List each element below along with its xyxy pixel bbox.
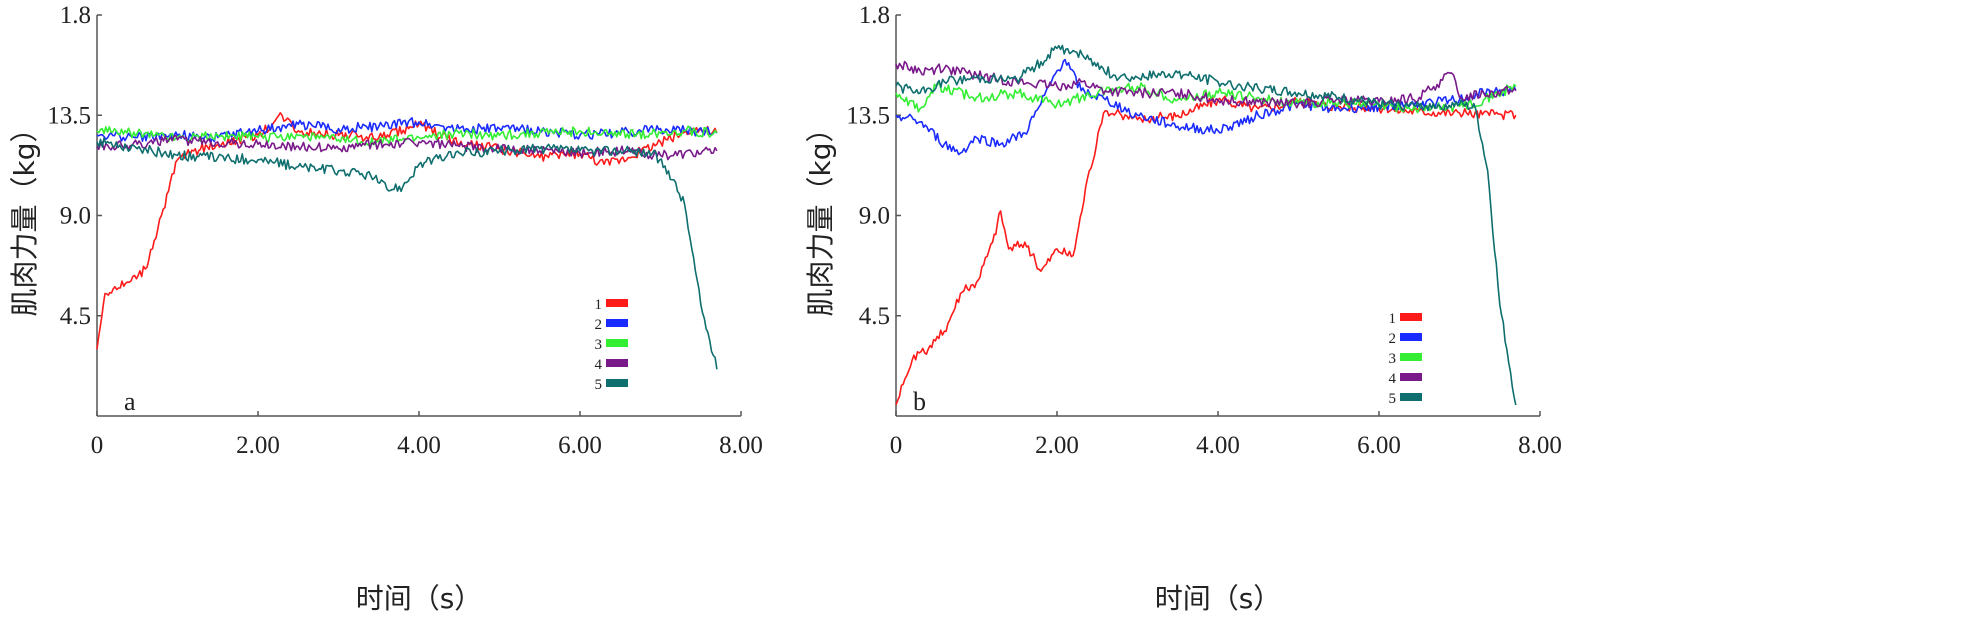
legend-swatch-2 <box>606 319 628 327</box>
series-line-5 <box>895 44 1517 406</box>
y-tick-label: 9.0 <box>60 203 91 230</box>
legend-swatch-2 <box>1400 333 1422 341</box>
x-axis-title: 时间（s） <box>356 582 483 615</box>
series-line-1 <box>895 95 1517 406</box>
y-tick-label: 13.5 <box>846 102 890 129</box>
series-line-3 <box>895 82 1517 114</box>
x-tick-label: 4.00 <box>397 432 441 459</box>
x-tick-label: 8.00 <box>1518 432 1562 459</box>
x-tick-label: 2.00 <box>1035 432 1079 459</box>
legend-label-1: 1 <box>1389 311 1397 327</box>
chart-panel-b: 4.5 9.0 13.5 1.8 0 2.00 4.00 6.00 8.00 时间（s） 肌肉力量（… <box>804 2 1562 615</box>
legend-label-4: 4 <box>595 357 603 373</box>
y-axis-title: 肌肉力量（kg） <box>8 115 41 317</box>
panel-label: b <box>913 387 926 416</box>
legend-swatch-3 <box>606 339 628 347</box>
y-tick-label: 1.8 <box>859 2 890 29</box>
x-tick-label: 6.00 <box>1357 432 1401 459</box>
legend-swatch-5 <box>606 379 628 387</box>
legend-swatch-5 <box>1400 393 1422 401</box>
legend-swatch-1 <box>606 299 628 307</box>
legend-label-2: 2 <box>1389 331 1397 347</box>
legend-label-5: 5 <box>595 377 603 393</box>
series-line-5 <box>96 137 718 370</box>
legend-label-1: 1 <box>595 297 603 313</box>
x-tick-label: 6.00 <box>558 432 602 459</box>
legend-label-3: 3 <box>1389 351 1397 367</box>
series-line-2 <box>895 58 1517 156</box>
y-tick-label: 4.5 <box>859 303 890 330</box>
y-tick-label: 4.5 <box>60 303 91 330</box>
legend-label-3: 3 <box>595 337 603 353</box>
series-line-1 <box>96 112 718 350</box>
x-tick-label: 8.00 <box>719 432 763 459</box>
y-tick-label: 13.5 <box>47 102 91 129</box>
legend-swatch-1 <box>1400 313 1422 321</box>
legend-swatch-4 <box>606 359 628 367</box>
panel-label: a <box>124 387 136 416</box>
x-tick-label: 0 <box>91 432 104 459</box>
y-axis-title: 肌肉力量（kg） <box>804 115 837 317</box>
legend-swatch-3 <box>1400 353 1422 361</box>
legend-label-5: 5 <box>1389 391 1397 407</box>
y-tick-label: 1.8 <box>60 2 91 29</box>
x-tick-label: 2.00 <box>236 432 280 459</box>
x-tick-label: 4.00 <box>1196 432 1240 459</box>
y-tick-label: 9.0 <box>859 203 890 230</box>
x-axis-title: 时间（s） <box>1155 582 1282 615</box>
legend-swatch-4 <box>1400 373 1422 381</box>
legend-label-2: 2 <box>595 317 603 333</box>
x-tick-label: 0 <box>890 432 903 459</box>
legend-label-4: 4 <box>1389 371 1397 387</box>
chart-panel-a: 4.5 9.0 13.5 1.8 0 2.00 4.00 6.00 8.00 时间（s） 肌肉力量（… <box>8 2 763 615</box>
